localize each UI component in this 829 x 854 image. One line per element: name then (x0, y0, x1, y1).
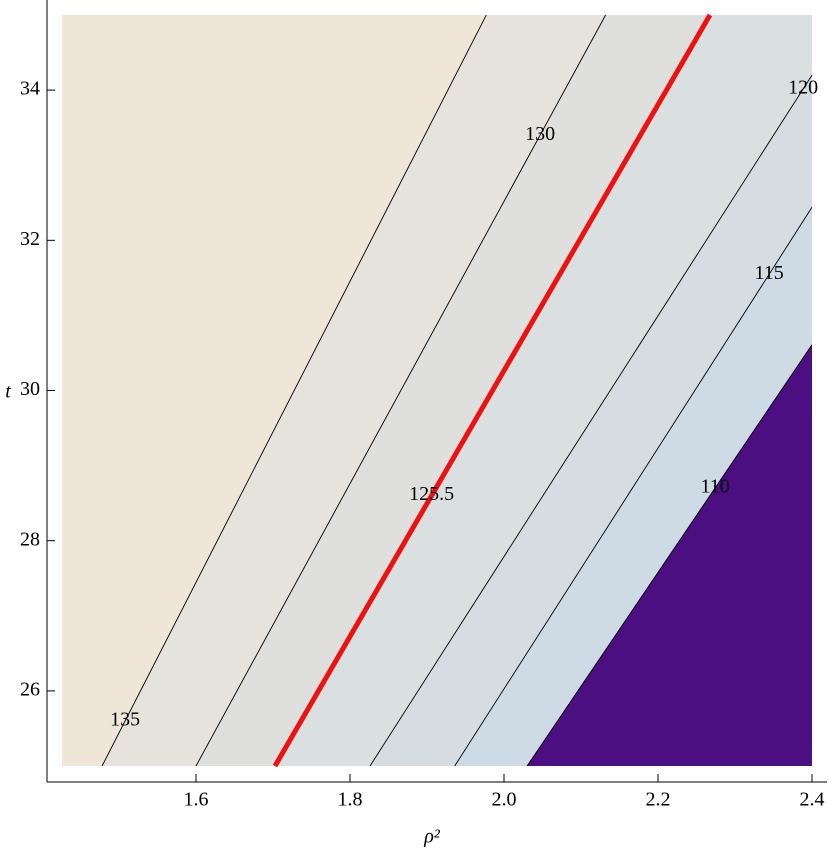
y-tick-label: 30 (20, 378, 40, 400)
y-tick-label: 26 (20, 678, 40, 700)
x-tick-label: 1.6 (183, 789, 208, 811)
contour-label: 135 (110, 709, 140, 731)
contour-label: 120 (788, 77, 818, 99)
y-axis-label: t (5, 381, 11, 403)
x-tick-label: 2.0 (491, 789, 516, 811)
x-axis-label: ρ² (423, 826, 441, 848)
y-tick-label: 28 (20, 528, 40, 550)
contour-line (101, 14, 487, 767)
contour-line (369, 74, 813, 767)
contour-line (272, 13, 713, 768)
contour-line (454, 207, 813, 767)
contour-label: 115 (754, 262, 783, 284)
contour-label: 125.5 (409, 483, 454, 505)
y-tick-label: 32 (20, 228, 40, 250)
contour-line (195, 14, 607, 767)
x-tick-label: 2.2 (645, 789, 670, 811)
x-tick-label: 2.4 (799, 789, 824, 811)
contour-label: 110 (700, 476, 729, 498)
contour-line (526, 344, 813, 767)
y-tick-label: 34 (20, 78, 40, 100)
x-tick-label: 1.8 (337, 789, 362, 811)
contour-label: 130 (525, 123, 555, 145)
